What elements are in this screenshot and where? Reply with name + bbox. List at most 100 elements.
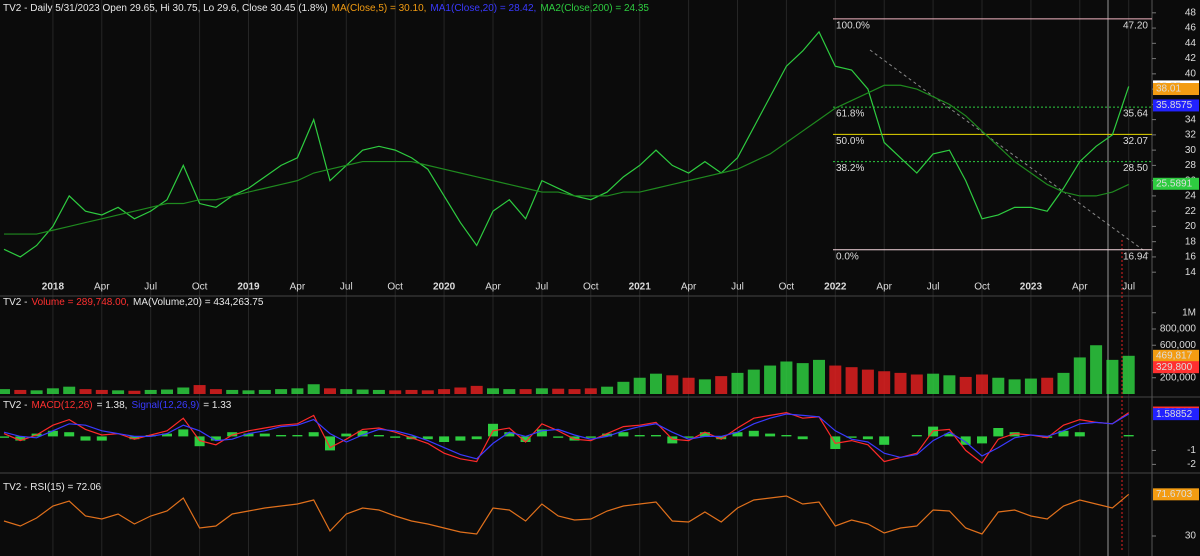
volume-bar — [910, 374, 923, 394]
x-tick-label: Jul — [144, 282, 157, 293]
header-item: MA(Close,5) = 30.10, — [332, 3, 427, 14]
volume-bar — [421, 390, 434, 394]
histogram-bar — [520, 436, 531, 442]
x-tick-label: Oct — [387, 282, 403, 293]
fib-value: 16.94 — [1123, 251, 1148, 262]
series-line — [3, 30, 1130, 258]
header-item: = 1.38, — [97, 400, 128, 411]
histogram-bar — [618, 432, 629, 437]
volume-bar — [829, 365, 842, 394]
header-item: TV2 - — [3, 400, 27, 411]
header-item: Signal(12,26,9) — [131, 400, 199, 411]
fib-value: 32.07 — [1123, 136, 1148, 147]
volume-bar — [568, 389, 581, 394]
histogram-bar — [471, 436, 482, 440]
histogram-bar — [911, 435, 922, 437]
x-tick-label: Oct — [192, 282, 208, 293]
price-tag-label: 71.6703 — [1156, 489, 1193, 500]
y-tick-label: 200,000 — [1160, 372, 1197, 383]
fib-value: 28.50 — [1123, 163, 1148, 174]
x-tick-label: Jul — [731, 282, 744, 293]
histogram-bar — [553, 436, 564, 438]
histogram-bar — [651, 435, 661, 437]
x-tick-label: 2020 — [433, 282, 456, 293]
histogram-bar — [683, 436, 694, 438]
histogram-bar — [667, 436, 678, 444]
x-tick-label: Apr — [1072, 282, 1088, 293]
y-tick-label: 30 — [1185, 145, 1197, 156]
y-tick-label: 28 — [1185, 160, 1197, 171]
volume-bar — [63, 386, 76, 394]
volume-bar — [307, 384, 320, 394]
volume-bar — [454, 387, 467, 394]
volume-bar — [503, 389, 516, 394]
y-tick-label: 20 — [1185, 221, 1197, 232]
volume-bar — [193, 385, 206, 394]
header-item: MA(Volume,20) = 434,263.75 — [133, 297, 264, 308]
header-item: MA2(Close,200) = 24.35 — [540, 3, 649, 14]
volume-bar — [731, 372, 744, 394]
volume-bar — [861, 369, 874, 394]
volume-bar — [209, 389, 222, 394]
histogram-bar — [748, 430, 759, 437]
histogram-bar — [862, 436, 873, 440]
histogram-bar — [944, 433, 955, 437]
y-tick-label: 18 — [1185, 236, 1197, 247]
volume-bar — [405, 389, 418, 394]
x-tick-label: Oct — [583, 282, 599, 293]
volume-bar — [519, 389, 532, 394]
x-tick-label: 2019 — [237, 282, 260, 293]
x-tick-label: Apr — [290, 282, 306, 293]
y-tick-label: 32 — [1185, 130, 1197, 141]
histogram-bar — [129, 436, 140, 440]
header-item: Volume = 289,748.00, — [31, 297, 129, 308]
fib-label: 0.0% — [836, 251, 859, 262]
y-tick-label: -1 — [1187, 445, 1196, 456]
histogram-bar — [960, 436, 971, 445]
histogram-bar — [488, 423, 498, 437]
histogram-bar — [325, 436, 335, 451]
volume-bar — [226, 389, 239, 394]
y-tick-label: 40 — [1185, 68, 1197, 79]
volume-bar — [601, 386, 614, 394]
x-tick-label: 2023 — [1020, 282, 1043, 293]
header-item: MACD(12,26) — [31, 400, 92, 411]
histogram-bar — [634, 435, 645, 437]
series-line — [4, 84, 1129, 235]
volume-bar — [258, 389, 271, 394]
volume-bar — [1057, 372, 1070, 394]
volume-bar — [976, 374, 988, 394]
fib-value: 35.64 — [1123, 109, 1148, 120]
histogram-bar — [210, 436, 221, 441]
volume-bar — [715, 376, 728, 394]
x-tick-label: Jul — [536, 282, 549, 293]
x-tick-label: Jul — [340, 282, 353, 293]
series-line — [3, 413, 1130, 460]
histogram-bar — [259, 433, 270, 437]
series-line — [3, 411, 1130, 464]
histogram-bar — [439, 436, 450, 442]
x-tick-label: Apr — [94, 282, 110, 293]
price-tag-label: 25.5891 — [1156, 178, 1193, 189]
header-item: TV2 - — [3, 297, 27, 308]
y-tick-label: 48 — [1185, 7, 1197, 18]
volume-bar — [959, 376, 972, 394]
volume-bar — [1008, 379, 1021, 394]
histogram-bar — [1009, 432, 1020, 437]
fib-label: 61.8% — [836, 109, 864, 120]
histogram-bar — [732, 432, 743, 437]
volume-bar — [780, 361, 793, 394]
price-tag — [1153, 99, 1199, 112]
y-tick-label: -2 — [1187, 459, 1196, 470]
volume-bar — [845, 367, 858, 394]
histogram-bar — [765, 433, 776, 437]
volume-bar — [535, 388, 548, 394]
y-tick-label: 24 — [1185, 191, 1197, 202]
histogram-bar — [846, 436, 857, 438]
price-tag-label: 38.01 — [1156, 84, 1181, 95]
x-tick-label: Apr — [681, 282, 697, 293]
y-tick-label: 16 — [1185, 252, 1197, 263]
histogram-bar — [1123, 435, 1134, 437]
